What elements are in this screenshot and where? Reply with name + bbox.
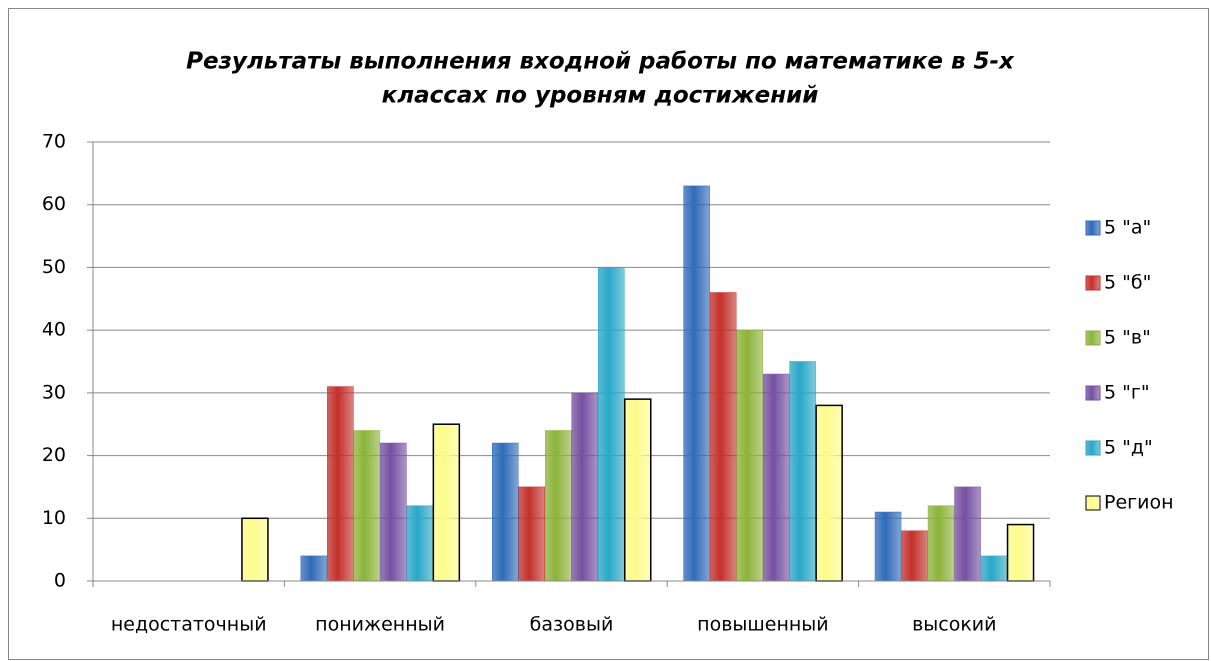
- bar: [901, 530, 928, 582]
- bar: [980, 555, 1008, 582]
- chart-title: классах по уровням достижений: [382, 83, 819, 109]
- bar: [815, 404, 843, 582]
- y-tick-label: 70: [42, 131, 66, 153]
- legend-entry: 5 "г": [1085, 382, 1150, 404]
- y-tick-label: 40: [42, 319, 66, 341]
- bar: [954, 486, 981, 582]
- bar: [709, 292, 737, 582]
- legend-swatch: [1085, 385, 1101, 401]
- bar: [571, 392, 598, 582]
- bar: [789, 361, 816, 582]
- x-tick-label: недостаточный: [111, 614, 267, 636]
- bar: [492, 442, 519, 582]
- y-tick-label: 30: [42, 381, 66, 403]
- legend-label: 5 "г": [1104, 382, 1150, 404]
- legend-entry: 5 "а": [1085, 217, 1151, 239]
- legend-label: 5 "в": [1104, 327, 1151, 349]
- legend-label: Регион: [1104, 492, 1174, 514]
- bar: [353, 430, 381, 582]
- bar: [683, 185, 710, 582]
- bar: [736, 329, 763, 582]
- legend-swatch: [1085, 275, 1101, 291]
- bar: [327, 386, 354, 582]
- legend-swatch: [1085, 220, 1101, 236]
- bar: [518, 486, 545, 582]
- bar: [762, 373, 790, 582]
- y-tick-label: 50: [42, 256, 66, 278]
- bar: [406, 505, 434, 582]
- bar: [874, 511, 902, 582]
- x-tick-label: базовый: [530, 614, 614, 636]
- bar: [927, 505, 955, 582]
- x-tick-label: повышенный: [697, 614, 829, 636]
- legend-entry: 5 "в": [1085, 327, 1151, 349]
- y-tick-label: 10: [42, 507, 66, 529]
- bar: [624, 398, 652, 582]
- legend-label: 5 "д": [1104, 437, 1153, 459]
- legend-entry: 5 "д": [1085, 437, 1153, 459]
- bar: [1006, 523, 1035, 582]
- legend-entry: Регион: [1085, 492, 1174, 514]
- legend-entry: 5 "б": [1085, 272, 1151, 294]
- legend-label: 5 "а": [1104, 217, 1151, 239]
- legend-swatch: [1085, 495, 1101, 511]
- chart-title: Результаты выполнения входной работы по …: [186, 49, 1015, 75]
- bar: [300, 555, 328, 582]
- legend-swatch: [1085, 330, 1101, 346]
- x-tick-label: пониженный: [315, 614, 445, 636]
- bar: [432, 423, 461, 582]
- bar: [598, 267, 625, 582]
- y-tick-label: 0: [54, 570, 66, 592]
- bar: [380, 442, 407, 582]
- y-tick-label: 20: [42, 444, 66, 466]
- legend-label: 5 "б": [1104, 272, 1151, 294]
- bar: [241, 517, 269, 582]
- bar: [545, 430, 572, 582]
- x-tick-label: высокий: [912, 614, 996, 636]
- y-tick-label: 60: [42, 193, 66, 215]
- legend-swatch: [1085, 440, 1101, 456]
